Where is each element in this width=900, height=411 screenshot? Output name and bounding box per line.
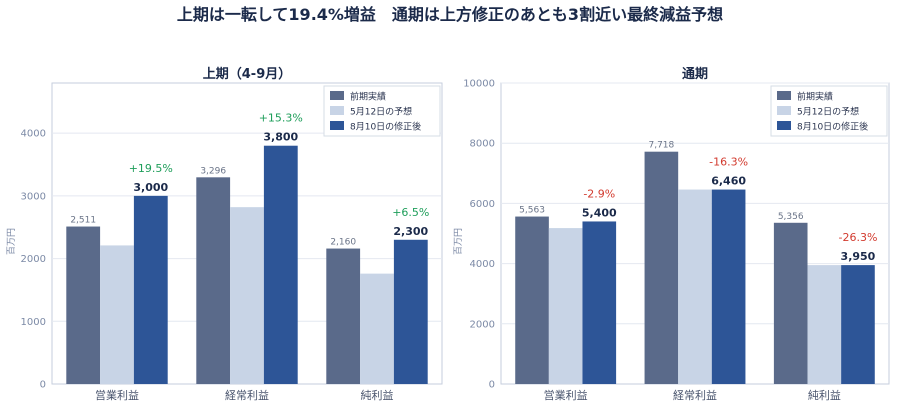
bar-1-3 [773, 222, 808, 384]
y-axis-label: 百万円 [6, 228, 17, 255]
bar-2-3 [807, 265, 842, 384]
legend-swatch [777, 106, 791, 115]
change-label: -2.9% [583, 187, 615, 200]
figure-title: 上期は一転して19.4%増益 通期は上方修正のあとも3割近い最終減益予想 [177, 5, 723, 24]
panel-title: 上期（4-9月） [203, 66, 292, 82]
x-tick-label: 営業利益 [95, 388, 139, 402]
x-tick-label: 純利益 [361, 388, 394, 402]
legend-swatch [777, 121, 791, 130]
y-tick-label: 0 [40, 380, 46, 391]
change-label: +6.5% [392, 206, 429, 219]
panel-title: 通期 [682, 66, 708, 82]
legend-label: 5月12日の予想 [797, 106, 859, 118]
data-label: 2,511 [70, 216, 96, 226]
bar-3-1 [582, 221, 617, 384]
y-tick-label: 2000 [21, 254, 46, 265]
legend-label: 5月12日の予想 [350, 106, 412, 118]
legend-swatch [330, 121, 344, 130]
bar-1-2 [644, 151, 679, 384]
data-label: 5,356 [778, 212, 804, 222]
bar-1-2 [196, 177, 231, 384]
data-label: 5,563 [519, 206, 545, 216]
legend-label: 8月10日の修正後 [797, 121, 868, 133]
x-tick-label: 純利益 [808, 388, 841, 402]
y-tick-label: 4000 [21, 129, 46, 140]
bar-2-2 [678, 189, 712, 384]
data-label: 7,718 [648, 141, 674, 151]
y-tick-label: 3000 [21, 191, 46, 202]
legend-swatch [330, 106, 344, 115]
legend-label: 前期実績 [797, 91, 833, 103]
data-label: 6,460 [711, 175, 746, 188]
data-label: 3,800 [263, 131, 298, 144]
bar-2-2 [230, 207, 264, 384]
x-tick-label: 経常利益 [673, 388, 717, 402]
bar-2-3 [360, 273, 394, 384]
y-tick-label: 2000 [470, 319, 495, 330]
legend-label: 前期実績 [350, 91, 386, 103]
y-tick-label: 6000 [470, 199, 495, 210]
y-axis-label: 百万円 [453, 228, 464, 255]
bar-3-3 [841, 265, 875, 384]
y-tick-label: 1000 [21, 317, 46, 328]
data-label: 2,160 [330, 238, 356, 248]
bar-2-1 [548, 228, 583, 384]
bar-1-1 [515, 216, 549, 384]
bar-3-2 [263, 145, 298, 384]
change-label: +19.5% [129, 162, 173, 175]
data-label: 2,300 [393, 225, 428, 238]
data-label: 3,296 [200, 166, 226, 176]
change-label: -16.3% [709, 156, 748, 169]
data-label: 3,950 [841, 250, 876, 263]
data-label: 3,000 [133, 181, 168, 194]
y-tick-label: 10000 [463, 79, 495, 90]
change-label: -26.3% [838, 231, 877, 244]
bar-1-1 [66, 226, 101, 384]
bar-3-2 [711, 189, 746, 384]
bar-3-1 [133, 195, 168, 384]
y-tick-label: 0 [489, 380, 495, 391]
y-tick-label: 8000 [470, 139, 495, 150]
x-tick-label: 営業利益 [544, 388, 588, 402]
chart-panel-1: 0 1000 2000 3000 4000 上期（4-9月） 百万円 2,511 3,000 +1… [6, 66, 443, 402]
legend-swatch [777, 91, 791, 100]
bar-3-3 [393, 239, 428, 384]
y-tick-label: 4000 [470, 259, 495, 270]
legend-swatch [330, 91, 344, 100]
change-label: +15.3% [259, 112, 303, 125]
bar-2-1 [100, 245, 134, 384]
x-tick-label: 経常利益 [225, 388, 269, 402]
data-label: 5,400 [582, 206, 617, 219]
legend-label: 8月10日の修正後 [350, 121, 421, 133]
bar-1-3 [326, 248, 361, 384]
